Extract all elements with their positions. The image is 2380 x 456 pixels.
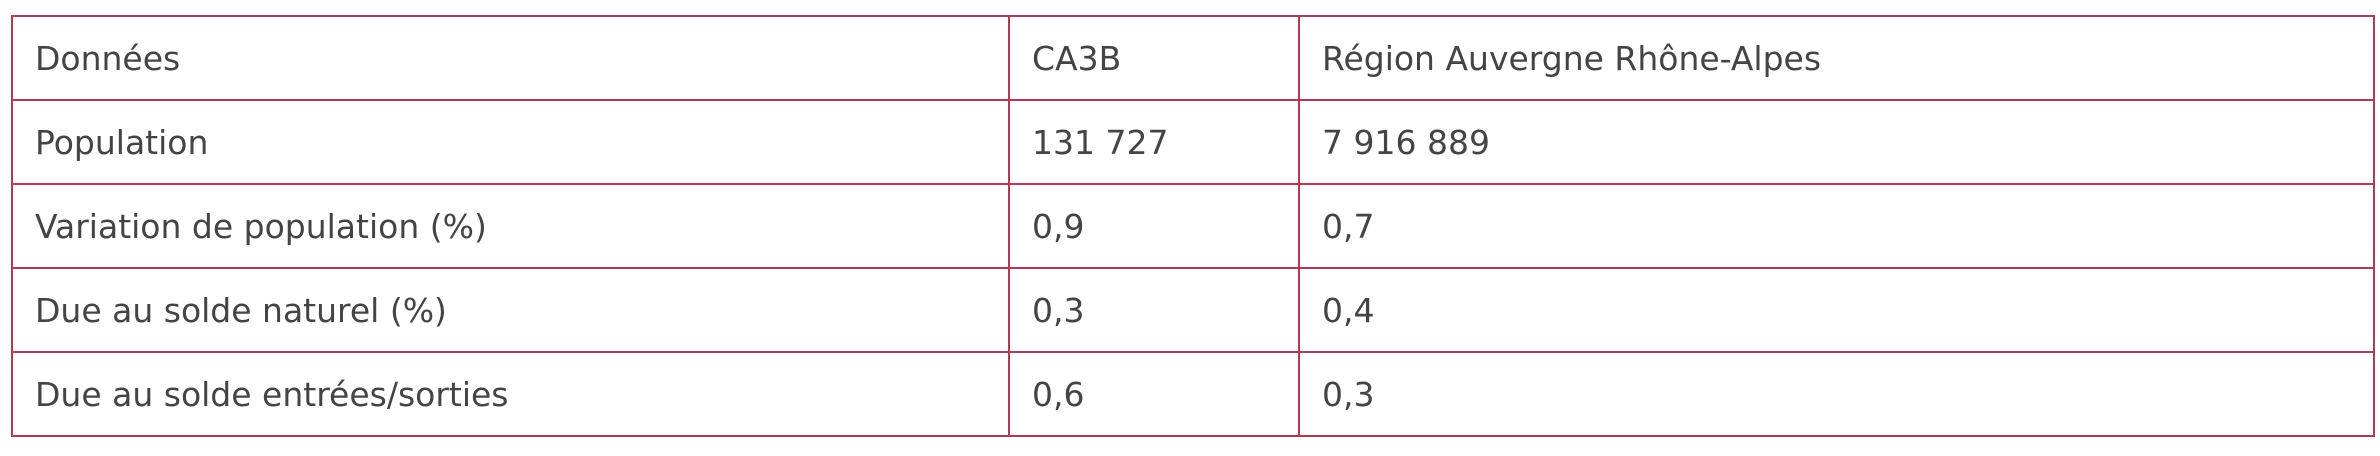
table-cell: 0,7 [1298, 183, 2375, 269]
table-row: Due au solde naturel (%) 0,3 0,4 [11, 267, 2375, 353]
table-cell: 0,4 [1298, 267, 2375, 353]
table-row: Population 131 727 7 916 889 [11, 99, 2375, 185]
table-cell: 0,6 [1008, 351, 1300, 437]
table-cell: Données [11, 15, 1010, 101]
table-cell: Due au solde entrées/sorties [11, 351, 1010, 437]
table-cell: 131 727 [1008, 99, 1300, 185]
header-row: Données CA3B Région Auvergne Rhône-Alpes [11, 15, 2375, 101]
table-cell: CA3B [1008, 15, 1300, 101]
table-cell: 0,9 [1008, 183, 1300, 269]
table-cell: 0,3 [1008, 267, 1300, 353]
table-cell: Population [11, 99, 1010, 185]
table-row: Variation de population (%) 0,9 0,7 [11, 183, 2375, 269]
table-cell: Due au solde naturel (%) [11, 267, 1010, 353]
table-cell: Variation de population (%) [11, 183, 1010, 269]
table-cell: Région Auvergne Rhône-Alpes [1298, 15, 2375, 101]
table-cell: 0,3 [1298, 351, 2375, 437]
table-cell: 7 916 889 [1298, 99, 2375, 185]
table-body: Données CA3B Région Auvergne Rhône-Alpes Po… [11, 15, 2375, 437]
data-table: Données CA3B Région Auvergne Rhône-Alpes Po… [11, 15, 2375, 437]
table-row: Due au solde entrées/sorties 0,6 0,3 [11, 351, 2375, 437]
